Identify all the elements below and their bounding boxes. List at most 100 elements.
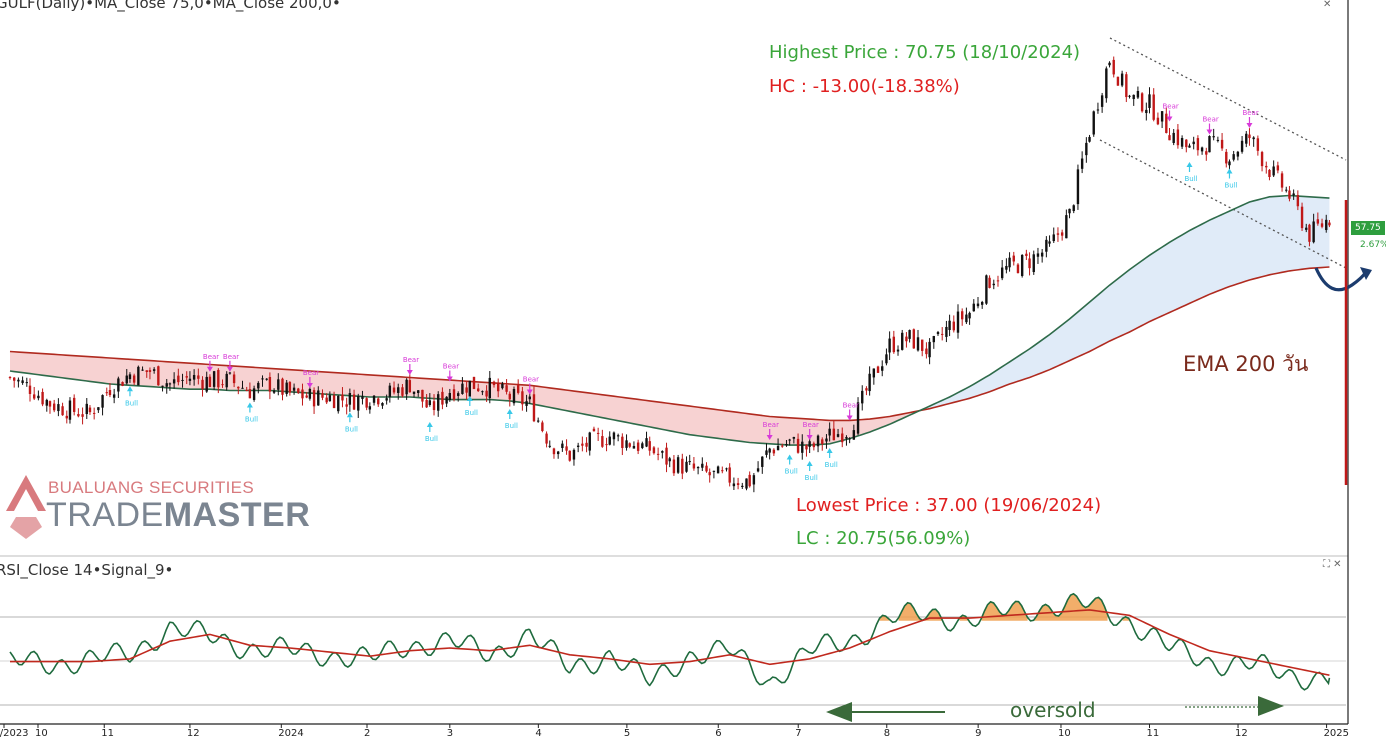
candle — [1260, 150, 1264, 172]
logo-line1: BUALUANG SECURITIES — [48, 478, 254, 497]
candle — [761, 456, 764, 474]
bull-arrow-icon — [806, 461, 813, 466]
candle — [1188, 143, 1191, 148]
candle-body — [372, 395, 376, 403]
candle — [821, 437, 824, 451]
candle-body — [521, 391, 524, 405]
candle — [1216, 136, 1220, 143]
candle — [1180, 135, 1184, 150]
candle — [581, 436, 584, 452]
candle-body — [128, 374, 132, 380]
ema-200-label: EMA 200 วัน — [1183, 352, 1309, 376]
candle-body — [1196, 138, 1200, 151]
candle-body — [932, 336, 936, 343]
candle — [781, 443, 784, 448]
candle-body — [892, 336, 896, 353]
main-close-icon[interactable]: ✕ — [1323, 0, 1332, 10]
candle-body — [432, 401, 436, 411]
candle-body — [261, 378, 264, 380]
candle — [1325, 214, 1328, 233]
candle-body — [801, 441, 804, 453]
candle — [181, 373, 184, 388]
candle — [208, 374, 212, 388]
bull-label: Bull — [465, 409, 478, 417]
candle — [457, 391, 460, 402]
candle-body — [81, 414, 84, 417]
bull-signal: Bull — [825, 448, 838, 469]
candle-body — [496, 383, 500, 392]
candle — [941, 327, 944, 341]
bull-signal: Bull — [785, 454, 798, 476]
candle — [445, 396, 448, 408]
candle-body — [601, 436, 604, 447]
candle — [505, 379, 508, 395]
candle-body — [756, 468, 760, 472]
candle-body — [1276, 165, 1280, 171]
candle — [348, 388, 352, 412]
candle-body — [1180, 138, 1184, 147]
candle-body — [885, 354, 888, 364]
candle-body — [921, 339, 924, 351]
candle-body — [92, 412, 96, 414]
candle — [217, 368, 220, 394]
candle — [576, 442, 580, 453]
candle — [852, 424, 856, 440]
candle — [37, 390, 40, 401]
candle — [836, 428, 840, 438]
bear-signal: Bear — [303, 369, 319, 388]
candle-body — [48, 401, 52, 407]
candle-body — [776, 445, 780, 451]
candle-body — [805, 445, 808, 450]
candle — [1220, 133, 1224, 151]
candle-body — [137, 366, 140, 386]
candle — [592, 426, 596, 432]
candle — [297, 387, 300, 394]
candle-body — [1072, 205, 1075, 212]
candle-body — [148, 370, 152, 373]
candle — [565, 439, 568, 455]
rsi-window-buttons[interactable]: ⛶ ✕ — [1323, 559, 1342, 570]
candle — [641, 441, 644, 450]
candle — [532, 386, 536, 423]
bull-arrow-icon — [826, 448, 833, 453]
candle-body — [405, 379, 408, 395]
candle-body — [1132, 94, 1135, 100]
candle — [1280, 171, 1284, 192]
bull-label: Bull — [425, 435, 438, 443]
candle — [756, 461, 760, 473]
candle — [252, 385, 256, 402]
candle-body — [608, 436, 611, 445]
bull-arrow-icon — [1226, 168, 1233, 174]
candle-body — [165, 383, 168, 387]
candle-body — [237, 386, 240, 389]
candle — [77, 408, 80, 418]
candle — [861, 385, 864, 411]
candle — [152, 367, 156, 374]
candle-body — [592, 428, 596, 432]
candle — [1285, 186, 1288, 193]
candle-body — [1232, 154, 1235, 160]
candle — [541, 420, 544, 433]
candle — [397, 383, 400, 400]
bull-arrow-icon — [506, 409, 513, 414]
candle — [21, 376, 24, 385]
candle — [1080, 151, 1084, 174]
candle-body — [341, 394, 344, 401]
candle-body — [401, 387, 404, 396]
candle-body — [8, 377, 12, 379]
candle — [1025, 249, 1028, 260]
candle-body — [645, 438, 648, 447]
candle-body — [585, 442, 588, 447]
candle-body — [461, 383, 464, 394]
candle — [925, 342, 928, 359]
candle-body — [441, 391, 444, 405]
candle — [1092, 110, 1095, 137]
candle — [1225, 148, 1228, 168]
candle — [812, 441, 816, 451]
candle-body — [825, 438, 828, 442]
candle — [1005, 258, 1008, 274]
candle-body — [428, 400, 432, 405]
candle-body — [721, 470, 724, 472]
candle — [292, 383, 296, 395]
